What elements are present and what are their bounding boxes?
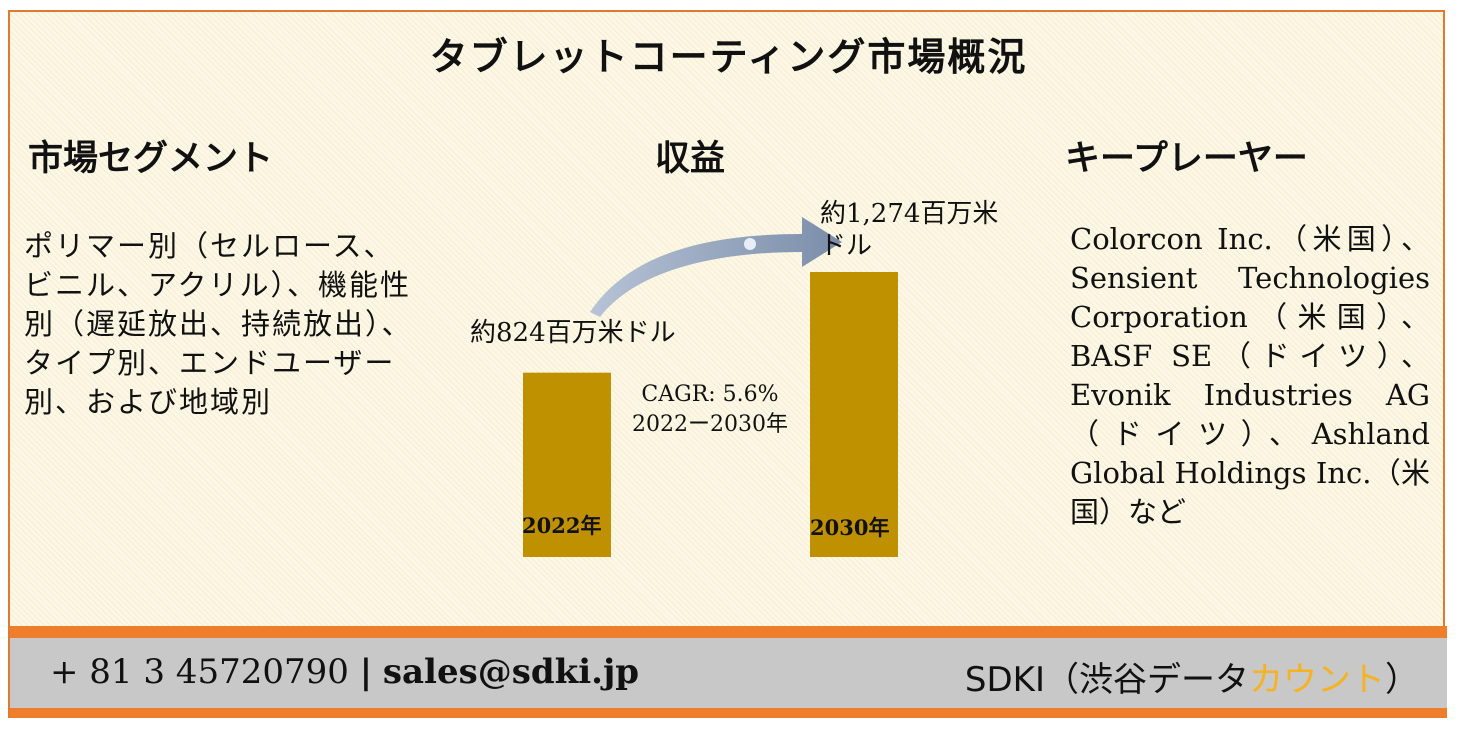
cagr-period: 2022ー2030年	[632, 412, 788, 437]
email-link[interactable]: sales@sdki.jp	[382, 652, 640, 692]
brand-main: SDKI（渋谷データ	[964, 660, 1249, 700]
players-heading: キープレーヤー	[1065, 138, 1308, 179]
phone-number[interactable]: + 81 3 45720790	[50, 652, 349, 692]
bar-value-label-2022: 約824百万米ドル	[470, 318, 676, 348]
arrow-dot	[744, 238, 756, 250]
page-title: タブレットコーティング市場概況	[429, 34, 1028, 79]
brand-accent: カウント	[1249, 660, 1385, 700]
cagr-rate: CAGR: 5.6%	[641, 382, 779, 407]
bar-2022	[523, 372, 611, 557]
bar-category-2030: 2030年	[810, 515, 890, 540]
brand-close: ）	[1385, 660, 1419, 700]
bar-category-2022: 2022年	[522, 513, 602, 538]
footer-bottom-band	[10, 708, 1447, 718]
revenue-chart	[523, 217, 898, 557]
footer-bar: + 81 3 45720790 | sales@sdki.jp SDKI（渋谷デ…	[10, 638, 1447, 708]
segments-heading: 市場セグメント	[28, 138, 274, 179]
cagr-note: CAGR: 5.6% 2022ー2030年	[610, 380, 810, 440]
revenue-heading: 収益	[655, 138, 726, 179]
players-text: Colorcon Inc.（米国）、Sensient Technologies …	[1070, 222, 1430, 529]
segments-text: ポリマー別（セルロース、ビニル、アクリル）、機能性別（遅延放出、持続放出）、タイ…	[24, 229, 413, 419]
bar-2030	[810, 272, 898, 557]
contact-info: + 81 3 45720790 | sales@sdki.jp	[50, 652, 639, 692]
infographic-frame: タブレットコーティング市場概況 市場セグメント 収益 キープレーヤー ポリマー別…	[8, 10, 1447, 718]
bar-value-label-2030: 約1,274百万米ドル	[820, 199, 999, 261]
footer-top-band	[10, 626, 1447, 638]
contact-separator: |	[359, 652, 373, 692]
growth-arrow	[590, 217, 842, 317]
brand-name: SDKI（渋谷データカウント）	[965, 652, 1419, 701]
